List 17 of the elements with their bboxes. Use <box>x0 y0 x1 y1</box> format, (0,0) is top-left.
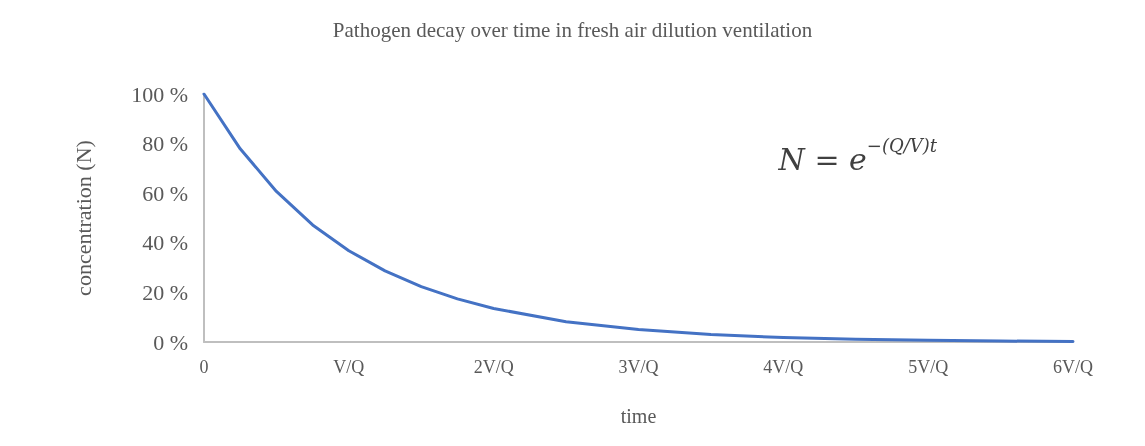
y-tick-label: 100 % <box>131 81 188 107</box>
y-tick-label: 0 % <box>153 329 188 355</box>
x-tick-label: V/Q <box>333 357 365 377</box>
y-tick-label: 80 % <box>142 131 188 157</box>
y-tick-label: 40 % <box>142 230 188 256</box>
x-tick-label: 5V/Q <box>908 357 949 377</box>
x-tick-label: 6V/Q <box>1053 357 1093 377</box>
x-tick-label: 4V/Q <box>763 357 804 377</box>
x-tick-label: 2V/Q <box>473 357 514 377</box>
y-tick-label: 20 % <box>142 279 188 305</box>
x-tick-label: 3V/Q <box>618 357 659 377</box>
x-tick-label: 0 <box>199 357 209 377</box>
y-axis-title: concentration (N) <box>70 140 96 296</box>
y-tick-label: 60 % <box>142 180 188 206</box>
x-axis-title: time <box>620 405 657 427</box>
chart-title: Pathogen decay over time in fresh air dilution ventilation <box>332 17 813 42</box>
line-series <box>202 92 1075 343</box>
